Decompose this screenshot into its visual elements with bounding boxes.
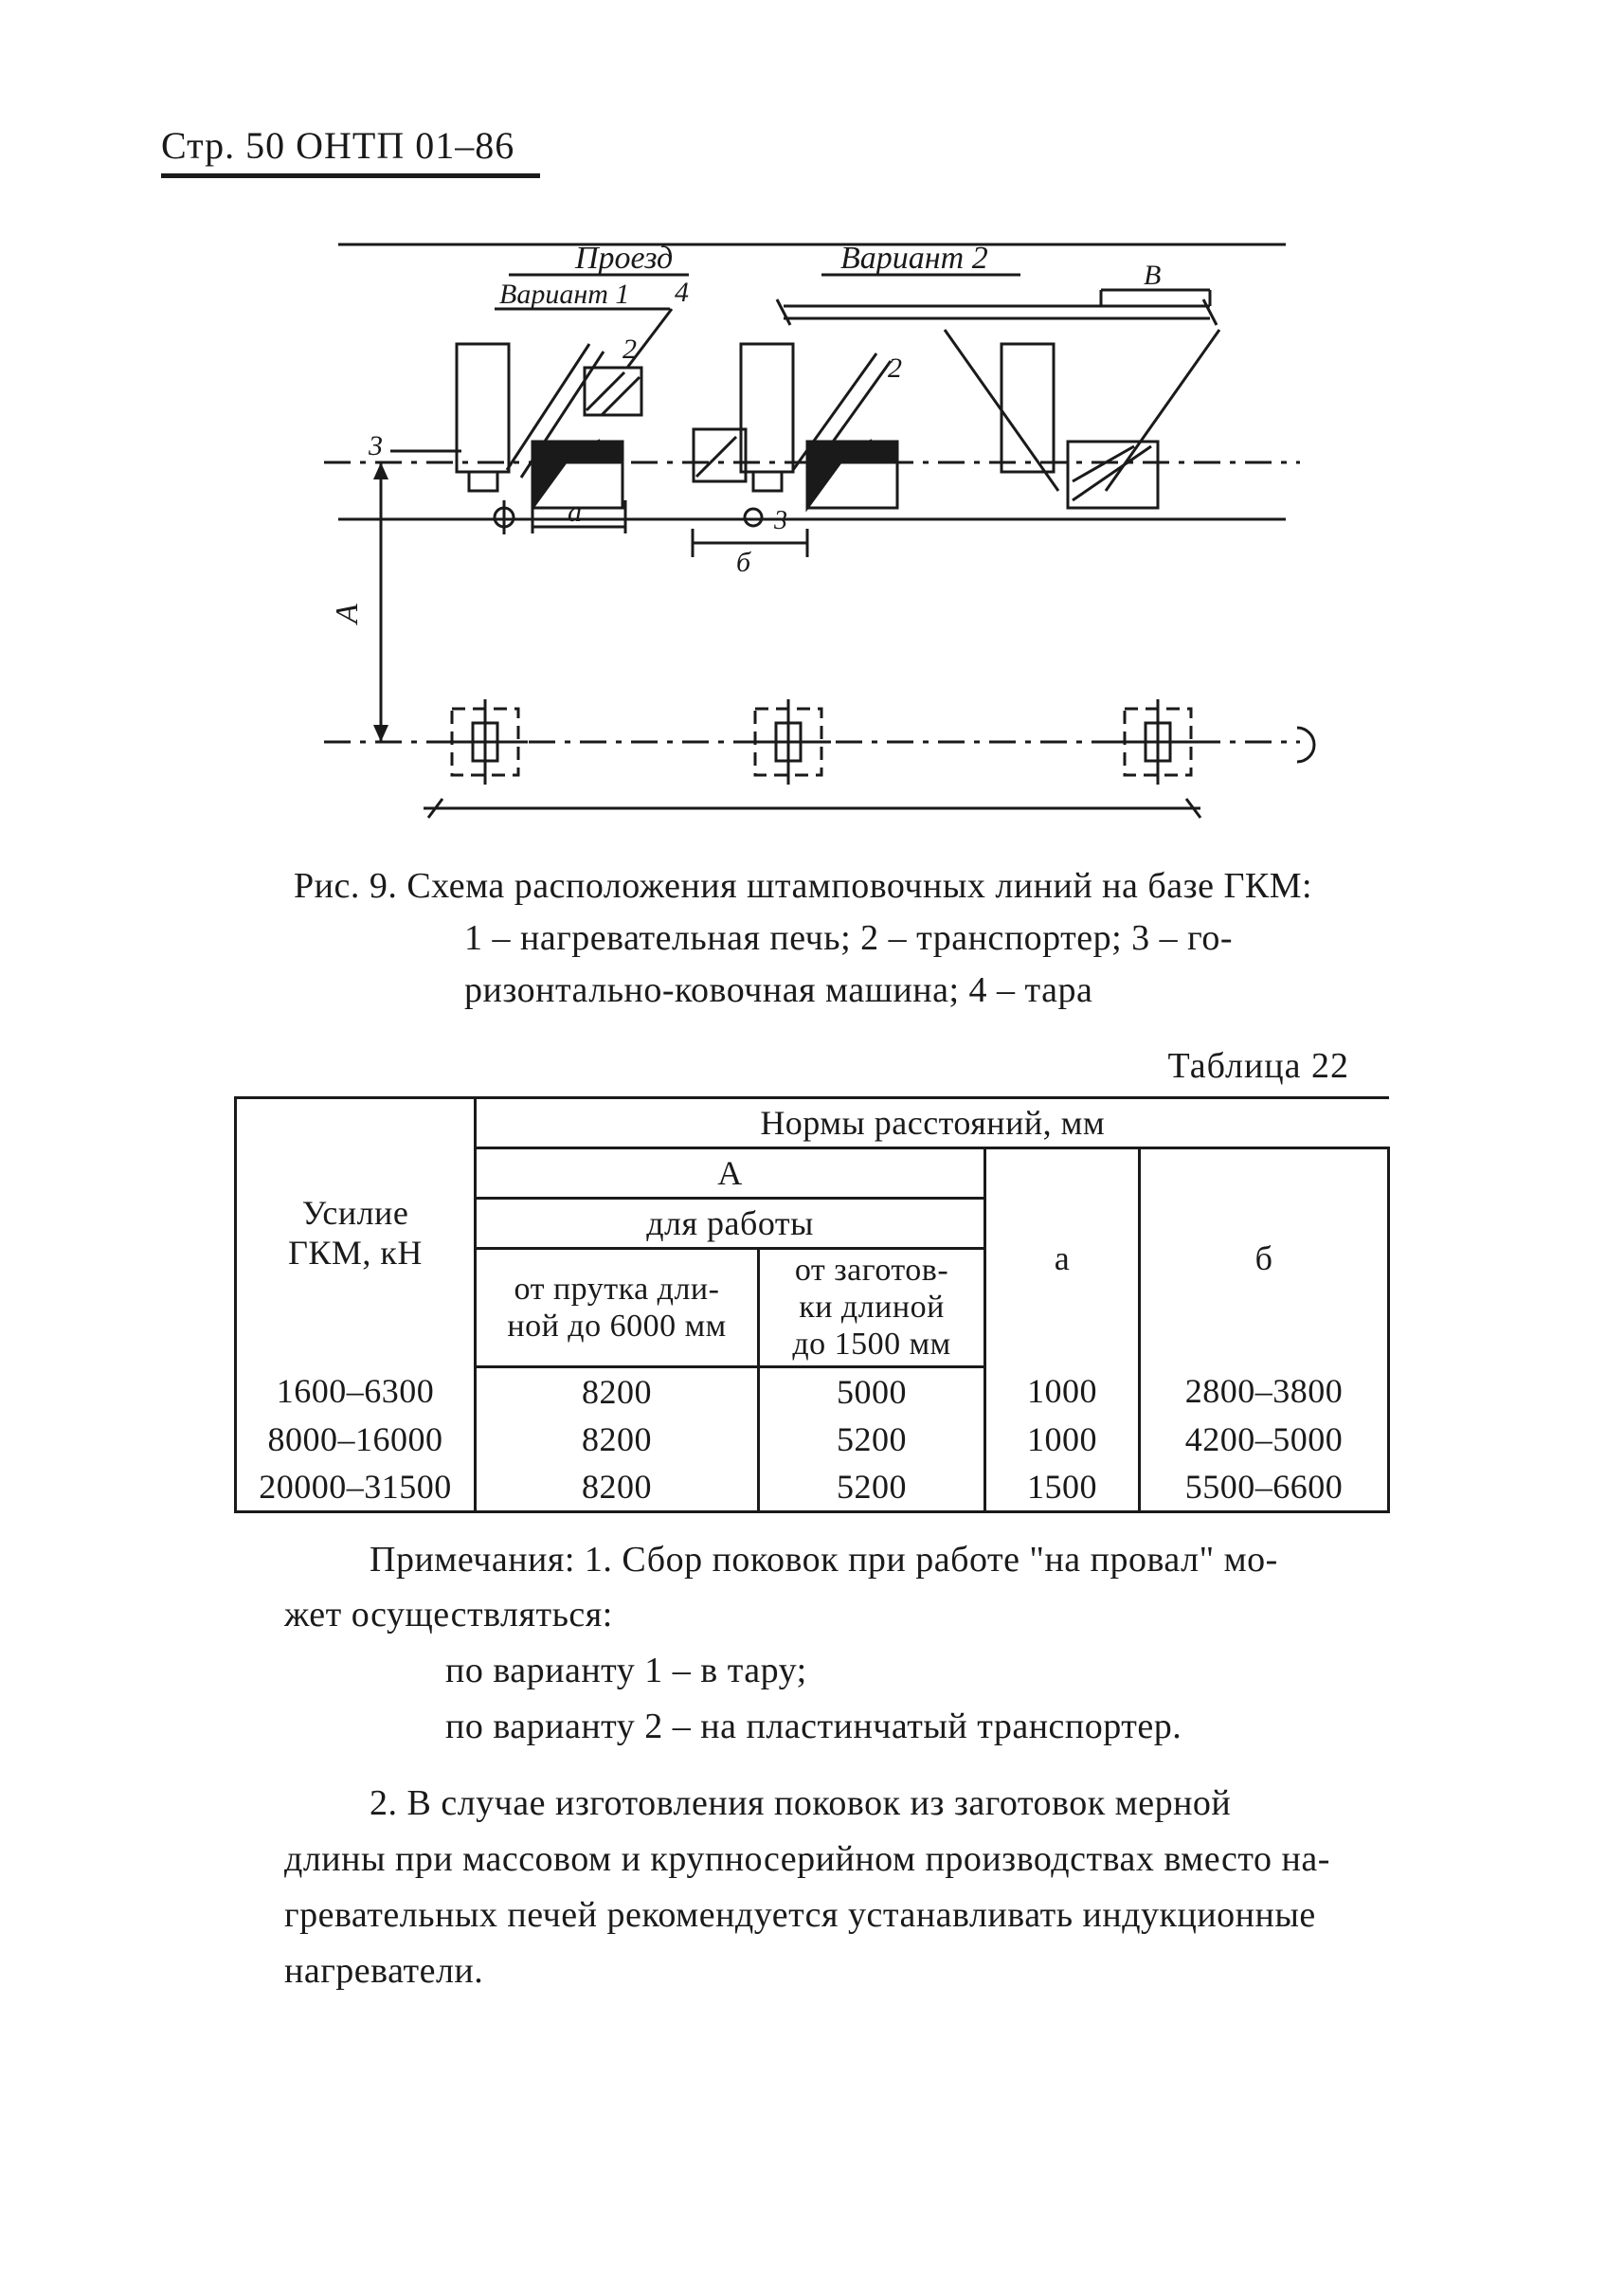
figure-caption: Рис. 9. Схема расположения штамповочных …: [294, 860, 1406, 1017]
figure-svg: Проезд Вариант 1 Вариант 2 В 4: [281, 216, 1343, 832]
note-2c: гревательных печей рекомендуется устанав…: [284, 1888, 1349, 1943]
cell: 8200: [476, 1463, 759, 1512]
note-1a: Примечания: 1. Сбор поковок при работе "…: [284, 1532, 1349, 1588]
cell2-gkm: [807, 442, 897, 508]
cell: 20000–31500: [236, 1463, 476, 1512]
cell2-furnace: [741, 344, 793, 472]
cell: 1000: [985, 1366, 1140, 1416]
label-4: 4: [675, 277, 689, 308]
th-force-l2: ГКМ, кН: [246, 1233, 464, 1273]
caption-line3: ризонтально-ковочная машина; 4 – тара: [294, 965, 1406, 1017]
th-force-l1: Усилие: [246, 1193, 464, 1233]
cell: 8000–16000: [236, 1416, 476, 1463]
note-opt2: по варианту 2 – на пластинчатый транспор…: [284, 1699, 1349, 1755]
th-b: б: [1140, 1148, 1389, 1366]
label-variant1: Вариант 1: [499, 279, 629, 310]
note-2a: 2. В случае изготовления поковок из заго…: [284, 1776, 1349, 1832]
note-2d: нагреватели.: [284, 1943, 1349, 1999]
th-norms: Нормы расстояний, мм: [476, 1098, 1389, 1148]
column-3: [1115, 699, 1200, 785]
label-dim-A: А: [330, 604, 365, 625]
cell3-gkm: [1068, 442, 1158, 508]
cell2-label-1: 1: [861, 433, 875, 464]
th-A-right: от заготов- ки длиной до 1500 мм: [759, 1249, 985, 1366]
figure-9: Проезд Вариант 1 Вариант 2 В 4: [281, 216, 1343, 832]
note-1b: жет осуществляться:: [284, 1587, 1349, 1643]
cell: 5500–6600: [1140, 1463, 1389, 1512]
cell: 5000: [759, 1366, 985, 1416]
cell: 8200: [476, 1416, 759, 1463]
cell2-tara: [694, 429, 746, 481]
table-row: 1600–6300 8200 5000 1000 2800–3800: [236, 1366, 1389, 1416]
cell1-label-2: 2: [623, 334, 637, 365]
cell: 1000: [985, 1416, 1140, 1463]
table-row: 20000–31500 8200 5200 1500 5500–6600: [236, 1463, 1389, 1512]
th-A-left: от прутка дли- ной до 6000 мм: [476, 1249, 759, 1366]
th-force: Усилие ГКМ, кН: [236, 1098, 476, 1366]
cell1-label-3: 3: [368, 430, 383, 461]
caption-line1: Рис. 9. Схема расположения штамповочных …: [294, 866, 1312, 906]
notes: Примечания: 1. Сбор поковок при работе "…: [284, 1532, 1349, 1999]
cell3-furnace: [1001, 344, 1054, 472]
cell2-label-3: 3: [773, 506, 787, 535]
note-opt1: по варианту 1 – в тару;: [284, 1643, 1349, 1699]
table-22: Усилие ГКМ, кН Нормы расстояний, мм А а …: [234, 1096, 1390, 1512]
label-dim-B: В: [1144, 260, 1161, 291]
cell1-label-1: 1: [589, 433, 604, 464]
label-proezd: Проезд: [574, 241, 673, 276]
cell2-label-2: 2: [888, 352, 902, 384]
page: Стр. 50 ОНТП 01–86 Проезд Вариант 1 Вари…: [0, 0, 1624, 2294]
label-dim-a: а: [568, 497, 582, 528]
th-A: А: [476, 1148, 985, 1199]
cell: 5200: [759, 1416, 985, 1463]
th-A-sub: для работы: [476, 1199, 985, 1249]
column-1: [442, 699, 528, 785]
note-2b: длины при массовом и крупносерийном прои…: [284, 1832, 1349, 1888]
cell: 5200: [759, 1463, 985, 1512]
caption-line2: 1 – нагревательная печь; 2 – транспортер…: [294, 912, 1406, 965]
page-header: Стр. 50 ОНТП 01–86: [161, 123, 1463, 168]
column-2: [746, 699, 831, 785]
th-a: а: [985, 1148, 1140, 1366]
header-rule: [161, 173, 540, 178]
cell: 1600–6300: [236, 1366, 476, 1416]
cell: 2800–3800: [1140, 1366, 1389, 1416]
cell1-furnace: [457, 344, 509, 472]
table-label: Таблица 22: [161, 1045, 1349, 1087]
cell: 4200–5000: [1140, 1416, 1389, 1463]
cell: 1500: [985, 1463, 1140, 1512]
cell1-tara: [585, 368, 641, 415]
table-row: 8000–16000 8200 5200 1000 4200–5000: [236, 1416, 1389, 1463]
cell: 8200: [476, 1366, 759, 1416]
label-variant2: Вариант 2: [840, 241, 988, 276]
label-dim-b: б: [736, 547, 751, 578]
